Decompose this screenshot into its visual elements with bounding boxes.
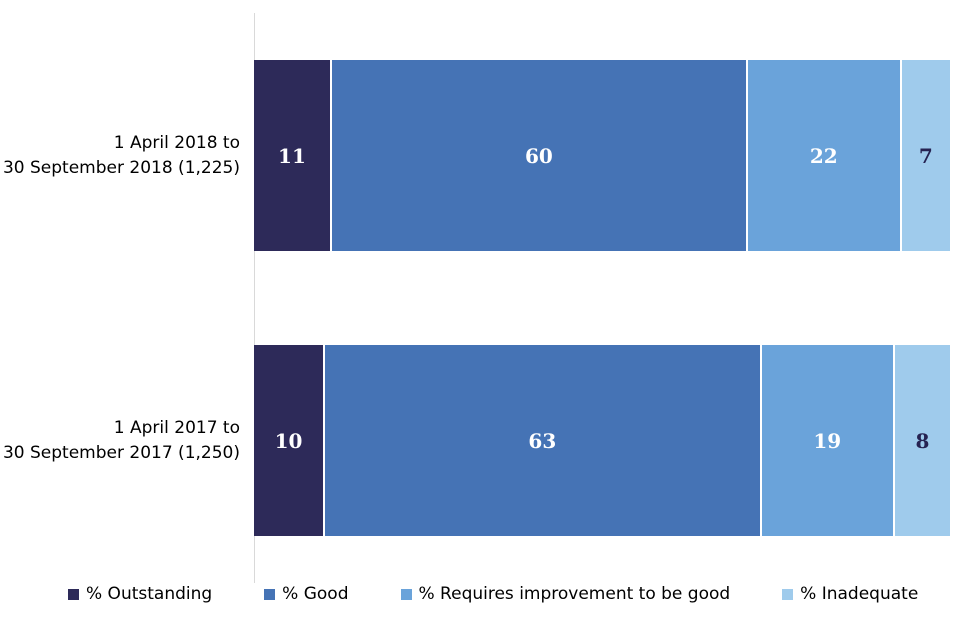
legend-item-inadequate: % Inadequate [782,584,918,604]
legend-label: % Outstanding [86,584,213,604]
legend-label: % Inadequate [800,584,919,604]
segment-inadequate: 8 [894,345,950,536]
segment-good: 60 [331,60,746,251]
segment-requires-improvement: 22 [747,60,900,251]
bar-row-2017: 1 April 2017 to 30 September 2017 (1,250… [0,298,950,583]
plot-area: 1 April 2018 to 30 September 2018 (1,225… [0,13,950,583]
legend-item-good: % Good [264,584,349,604]
category-label-line1: 1 April 2017 to [113,417,240,438]
category-label-line2: 30 September 2018 (1,225) [2,157,240,178]
legend-swatch-outstanding-icon [68,588,79,600]
segment-requires-improvement: 19 [761,345,893,536]
category-label-2018: 1 April 2018 to 30 September 2018 (1,225… [0,131,254,180]
category-axis-line [254,13,255,583]
legend-swatch-inadequate-icon [782,588,794,600]
segment-inadequate: 7 [901,60,950,251]
category-label-line2: 30 September 2017 (1,250) [2,442,240,463]
legend-swatch-requires-improvement-icon [400,588,412,600]
segment-outstanding: 11 [254,60,330,251]
legend-label: % Requires improvement to be good [418,584,731,604]
bar-row-2018: 1 April 2018 to 30 September 2018 (1,225… [0,13,950,298]
stacked-bar-2018: 11 60 22 7 [254,60,950,251]
legend-swatch-good-icon [264,588,276,600]
category-label-line1: 1 April 2018 to [113,132,240,153]
segment-good: 63 [325,345,760,536]
stacked-bar-2017: 10 63 19 8 [254,345,950,536]
category-label-2017: 1 April 2017 to 30 September 2017 (1,250… [0,416,254,465]
segment-outstanding: 10 [254,345,323,536]
legend-item-outstanding: % Outstanding [68,584,212,604]
legend-label: % Good [282,584,349,604]
chart-legend: % Outstanding % Good % Requires improvem… [0,584,960,604]
legend-item-requires-improvement: % Requires improvement to be good [400,584,731,604]
